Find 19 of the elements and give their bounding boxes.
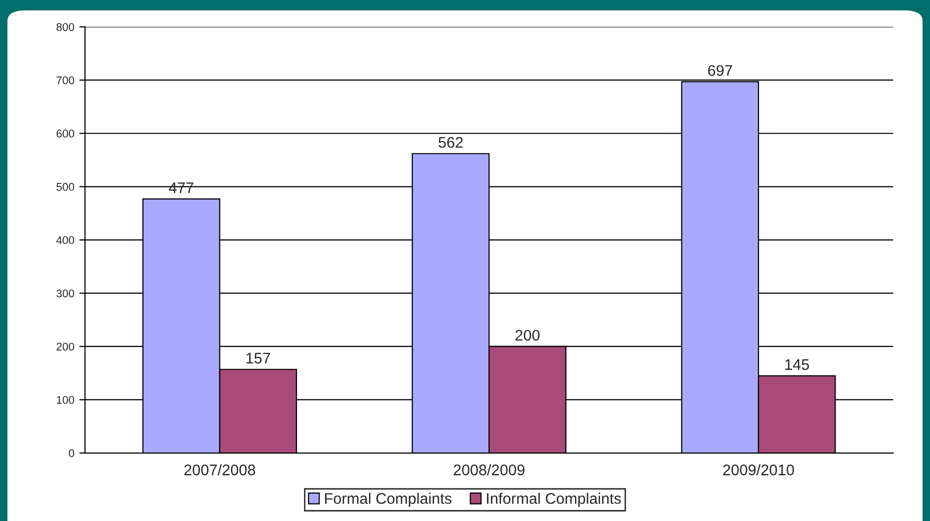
y-tick-label: 700 (56, 76, 74, 84)
y-tick-label: 200 (56, 342, 74, 351)
y-tick-label: 600 (56, 130, 74, 138)
data-label: 562 (438, 137, 463, 148)
legend-label: Informal Complaints (487, 492, 621, 507)
x-tick-label: 2007/2008 (184, 464, 256, 476)
data-label: 157 (246, 352, 270, 364)
x-tick-label: 2008/2009 (454, 464, 524, 476)
y-tick-label: 800 (56, 23, 74, 31)
legend-label: Formal Complaints (325, 492, 452, 507)
data-label: 697 (708, 65, 732, 76)
y-tick-label: 400 (56, 236, 74, 244)
data-label: 200 (516, 330, 540, 341)
data-label: 145 (785, 359, 809, 370)
y-tick-label: 300 (56, 289, 74, 298)
x-tick-label: 2009/2010 (723, 464, 794, 476)
y-tick-label: 0 (68, 449, 74, 458)
y-tick-label: 100 (56, 396, 74, 404)
y-tick-label: 500 (56, 182, 74, 191)
